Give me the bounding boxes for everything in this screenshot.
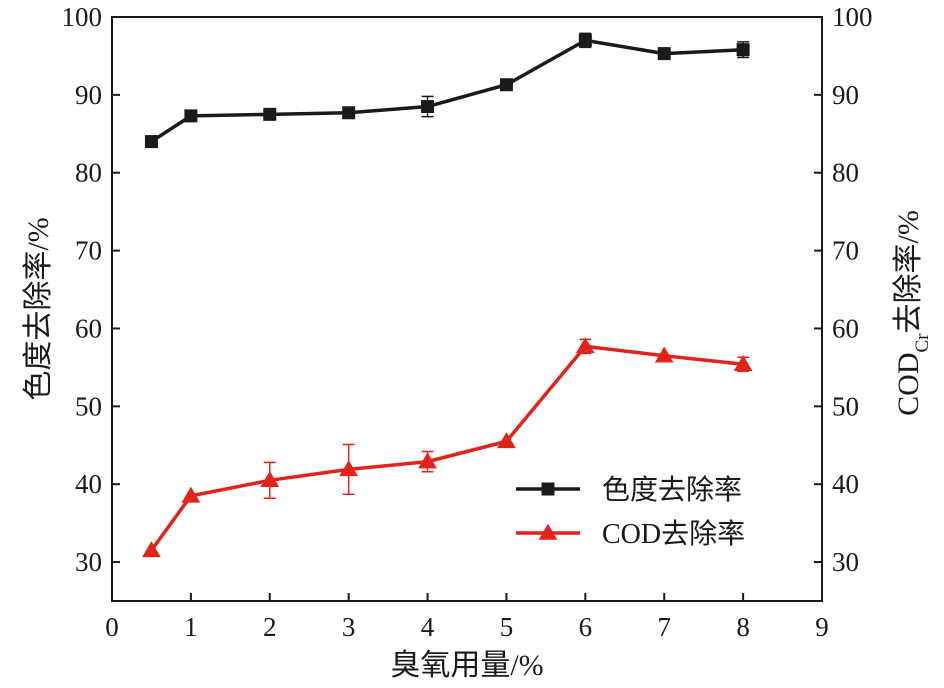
y-right-axis-title-rest: 去除率/% — [892, 210, 925, 333]
data-point — [142, 541, 161, 558]
data-point — [578, 33, 592, 47]
y-right-tick-label: 60 — [832, 313, 859, 343]
data-point — [260, 471, 280, 488]
data-point — [733, 355, 753, 372]
data-point — [499, 78, 513, 92]
data-point — [339, 460, 359, 477]
data-point — [497, 432, 516, 449]
x-tick-label: 8 — [736, 612, 750, 642]
y-left-axis-title: 色度去除率/% — [22, 217, 55, 400]
y-right-axis-title: CODCr去除率/% — [892, 210, 933, 416]
data-point — [263, 107, 277, 121]
y-right-tick-label: 40 — [832, 469, 859, 499]
data-point — [421, 100, 435, 114]
data-point — [144, 135, 158, 149]
y-right-axis-title-main: COD — [892, 352, 925, 415]
data-point — [736, 43, 750, 57]
data-point — [184, 109, 198, 123]
plot-frame — [111, 16, 823, 602]
x-tick-label: 0 — [105, 612, 119, 642]
legend-marker — [541, 482, 555, 496]
y-left-tick-label: 90 — [75, 80, 102, 110]
y-right-tick-label: 100 — [832, 2, 873, 32]
y-right-tick-label: 50 — [832, 391, 859, 421]
y-left-tick-label: 50 — [75, 391, 102, 421]
series-line — [150, 38, 744, 144]
legend-marker — [538, 523, 558, 540]
y-left-tick-label: 80 — [75, 158, 102, 188]
x-tick-label: 5 — [500, 612, 514, 642]
data-point — [181, 486, 201, 503]
legend-label: 色度去除率 — [602, 474, 742, 506]
data-point — [342, 106, 356, 120]
legend-label: COD去除率 — [602, 518, 745, 550]
y-right-tick-label: 70 — [832, 236, 859, 266]
x-tick-label: 9 — [815, 612, 829, 642]
x-tick-label: 3 — [342, 612, 356, 642]
y-left-tick-label: 100 — [62, 2, 103, 32]
y-right-tick-label: 90 — [832, 80, 859, 110]
x-tick-label: 2 — [263, 612, 277, 642]
y-left-tick-label: 30 — [75, 547, 102, 577]
data-point — [657, 47, 671, 61]
y-right-axis-title-subscript: Cr — [912, 333, 933, 353]
legend: 色度去除率 COD去除率 — [516, 474, 745, 550]
y-left-tick-label: 60 — [75, 313, 102, 343]
data-point — [575, 337, 595, 354]
x-tick-label: 1 — [184, 612, 198, 642]
y-left-tick-label: 70 — [75, 236, 102, 266]
x-tick-label: 7 — [657, 612, 671, 642]
x-tick-label: 6 — [579, 612, 593, 642]
data-point — [418, 452, 437, 469]
data-point — [654, 346, 674, 363]
y-left-tick-label: 40 — [75, 469, 102, 499]
y-right-tick-label: 30 — [832, 547, 859, 577]
y-right-tick-label: 80 — [832, 158, 859, 188]
x-axis-title: 臭氧用量/% — [390, 649, 543, 682]
x-tick-label: 4 — [421, 612, 435, 642]
